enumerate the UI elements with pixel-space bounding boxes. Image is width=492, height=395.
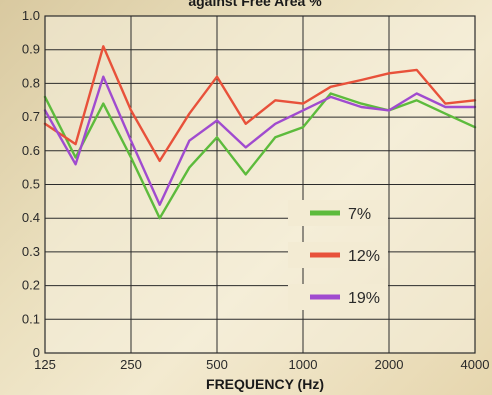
y-tick-label: 0.1 [22, 311, 40, 326]
series-lines [43, 45, 477, 220]
legend-label: 7% [348, 206, 371, 223]
series-line-1 [43, 92, 477, 220]
y-tick-label: 0.4 [22, 210, 40, 225]
x-tick-label: 500 [206, 357, 228, 372]
y-tick-label: 0.3 [22, 244, 40, 259]
y-tick-label: 0.7 [22, 109, 40, 124]
x-tick-label: 2000 [375, 357, 404, 372]
axis-tick-labels: 0 0.1 0.2 0.3 0.4 0.5 0.6 0.7 0.8 0.9 1.0 125 250 500… [22, 8, 490, 372]
series-line-2 [43, 45, 477, 163]
y-tick-label: 0.5 [22, 177, 40, 192]
plot-frame [44, 15, 476, 354]
y-tick-label: 1.0 [22, 8, 40, 23]
x-tick-label: 250 [120, 357, 142, 372]
y-tick-label: 0 [33, 345, 40, 360]
x-tick-label: 4000 [461, 357, 490, 372]
x-axis-title: FREQUENCY (Hz) [206, 376, 324, 392]
y-tick-label: 0.2 [22, 278, 40, 293]
x-tick-label: 125 [34, 357, 56, 372]
y-tick-label: 0.6 [22, 143, 40, 158]
legend-label: 12% [348, 248, 380, 265]
series-line-3 [43, 75, 477, 206]
x-tick-label: 1000 [289, 357, 318, 372]
chart-title: against Free Area % [188, 0, 322, 9]
y-tick-label: 0.9 [22, 42, 40, 57]
legend-label: 19% [348, 290, 380, 307]
legend: 7% 12% 19% [288, 200, 388, 310]
y-tick-label: 0.8 [22, 75, 40, 90]
